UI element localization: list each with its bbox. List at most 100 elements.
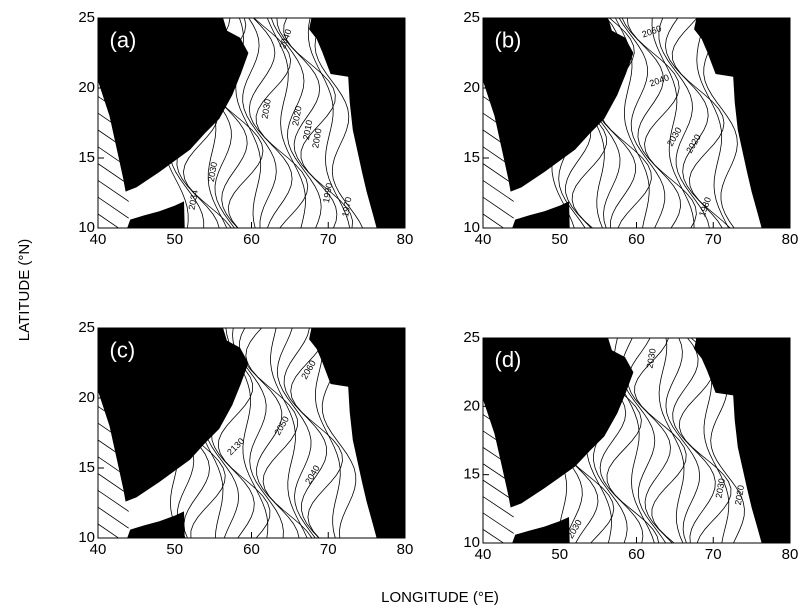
land — [127, 511, 185, 538]
y-tick-label: 10 — [463, 534, 480, 551]
contour-line — [98, 213, 120, 228]
x-tick-label: 60 — [628, 546, 645, 563]
y-tick-label: 25 — [463, 9, 480, 26]
contour-label: 2030 — [645, 348, 658, 369]
contour-line — [266, 18, 307, 228]
y-tick-label: 20 — [78, 79, 95, 96]
x-tick-label: 40 — [90, 541, 107, 558]
land — [512, 201, 570, 228]
contour-label: 2010 — [301, 119, 314, 140]
contour-line — [314, 328, 341, 538]
contour-line — [98, 196, 129, 219]
contour-line — [696, 18, 729, 228]
contour-label: 1970 — [340, 196, 353, 217]
contour-line — [270, 328, 308, 538]
contour-label: 1990 — [321, 182, 334, 203]
x-tick-label: 70 — [320, 541, 337, 558]
land — [309, 18, 405, 228]
y-tick-label: 20 — [463, 397, 480, 414]
contour-line — [671, 18, 731, 228]
y-tick-label: 15 — [78, 149, 95, 166]
contour-line — [634, 338, 687, 543]
contour-line — [483, 479, 514, 501]
contour-line — [483, 529, 505, 543]
land — [483, 18, 634, 192]
x-tick-label: 80 — [782, 231, 799, 248]
contour-line — [483, 496, 514, 518]
contour-line — [618, 18, 666, 228]
contour-line — [658, 338, 685, 543]
x-tick-label: 50 — [551, 546, 568, 563]
contour-line — [665, 338, 701, 543]
contour-label: 2020 — [290, 105, 303, 126]
contour-line — [626, 18, 697, 228]
x-tick-label: 60 — [628, 231, 645, 248]
y-tick-label: 15 — [463, 149, 480, 166]
contour-line — [98, 163, 129, 185]
x-tick-label: 70 — [705, 546, 722, 563]
x-tick-label: 50 — [551, 231, 568, 248]
contour-line — [98, 490, 129, 512]
x-tick-label: 40 — [475, 231, 492, 248]
contour-line — [483, 512, 514, 534]
contour-line — [253, 18, 309, 228]
y-tick-label: 10 — [78, 529, 95, 546]
land — [694, 18, 790, 228]
contour-label: 2030 — [260, 98, 273, 119]
x-tick-label: 80 — [397, 231, 414, 248]
contour-line — [651, 18, 695, 228]
x-tick-label: 70 — [320, 231, 337, 248]
y-tick-label: 20 — [78, 389, 95, 406]
x-tick-label: 40 — [475, 546, 492, 563]
y-tick-label: 25 — [463, 329, 480, 346]
contour-line — [483, 213, 505, 228]
contour-line — [242, 18, 277, 228]
y-tick-label: 10 — [463, 219, 480, 236]
contour-line — [283, 328, 328, 538]
contour-line — [314, 18, 364, 228]
contour-line — [283, 18, 354, 228]
land — [309, 328, 405, 538]
contour-line — [621, 18, 681, 228]
land — [694, 338, 790, 543]
y-axis-title: LATITUDE (°N) — [16, 239, 33, 341]
contour-line — [483, 196, 514, 219]
contour-line — [98, 180, 129, 202]
contour-line — [98, 506, 129, 529]
contour-line — [270, 18, 322, 228]
contour-label: 2034 — [187, 189, 200, 210]
contour-label: 2020 — [733, 484, 746, 505]
contour-line — [658, 18, 710, 228]
contour-line — [98, 523, 120, 538]
land — [512, 517, 570, 543]
x-tick-label: 40 — [90, 231, 107, 248]
contours — [98, 18, 364, 228]
contour-label: 2030 — [206, 161, 219, 182]
panel-label: (c) — [110, 338, 136, 363]
y-tick-label: 15 — [78, 459, 95, 476]
x-tick-label: 80 — [397, 541, 414, 558]
contour-line — [599, 18, 652, 228]
contour-line — [98, 473, 129, 495]
contour-line — [672, 338, 716, 543]
x-tick-label: 60 — [243, 541, 260, 558]
contour-line — [483, 180, 514, 202]
y-tick-label: 20 — [463, 79, 480, 96]
land — [98, 328, 249, 502]
land — [98, 18, 249, 192]
land — [483, 338, 634, 508]
contour-label: 2030 — [714, 477, 727, 498]
contour-line — [307, 18, 351, 228]
contour-line — [276, 328, 316, 538]
contour-line — [290, 328, 343, 538]
y-tick-label: 10 — [78, 219, 95, 236]
x-tick-label: 70 — [705, 231, 722, 248]
x-tick-label: 60 — [243, 231, 260, 248]
y-tick-label: 15 — [463, 466, 480, 483]
panel-label: (a) — [110, 28, 137, 53]
